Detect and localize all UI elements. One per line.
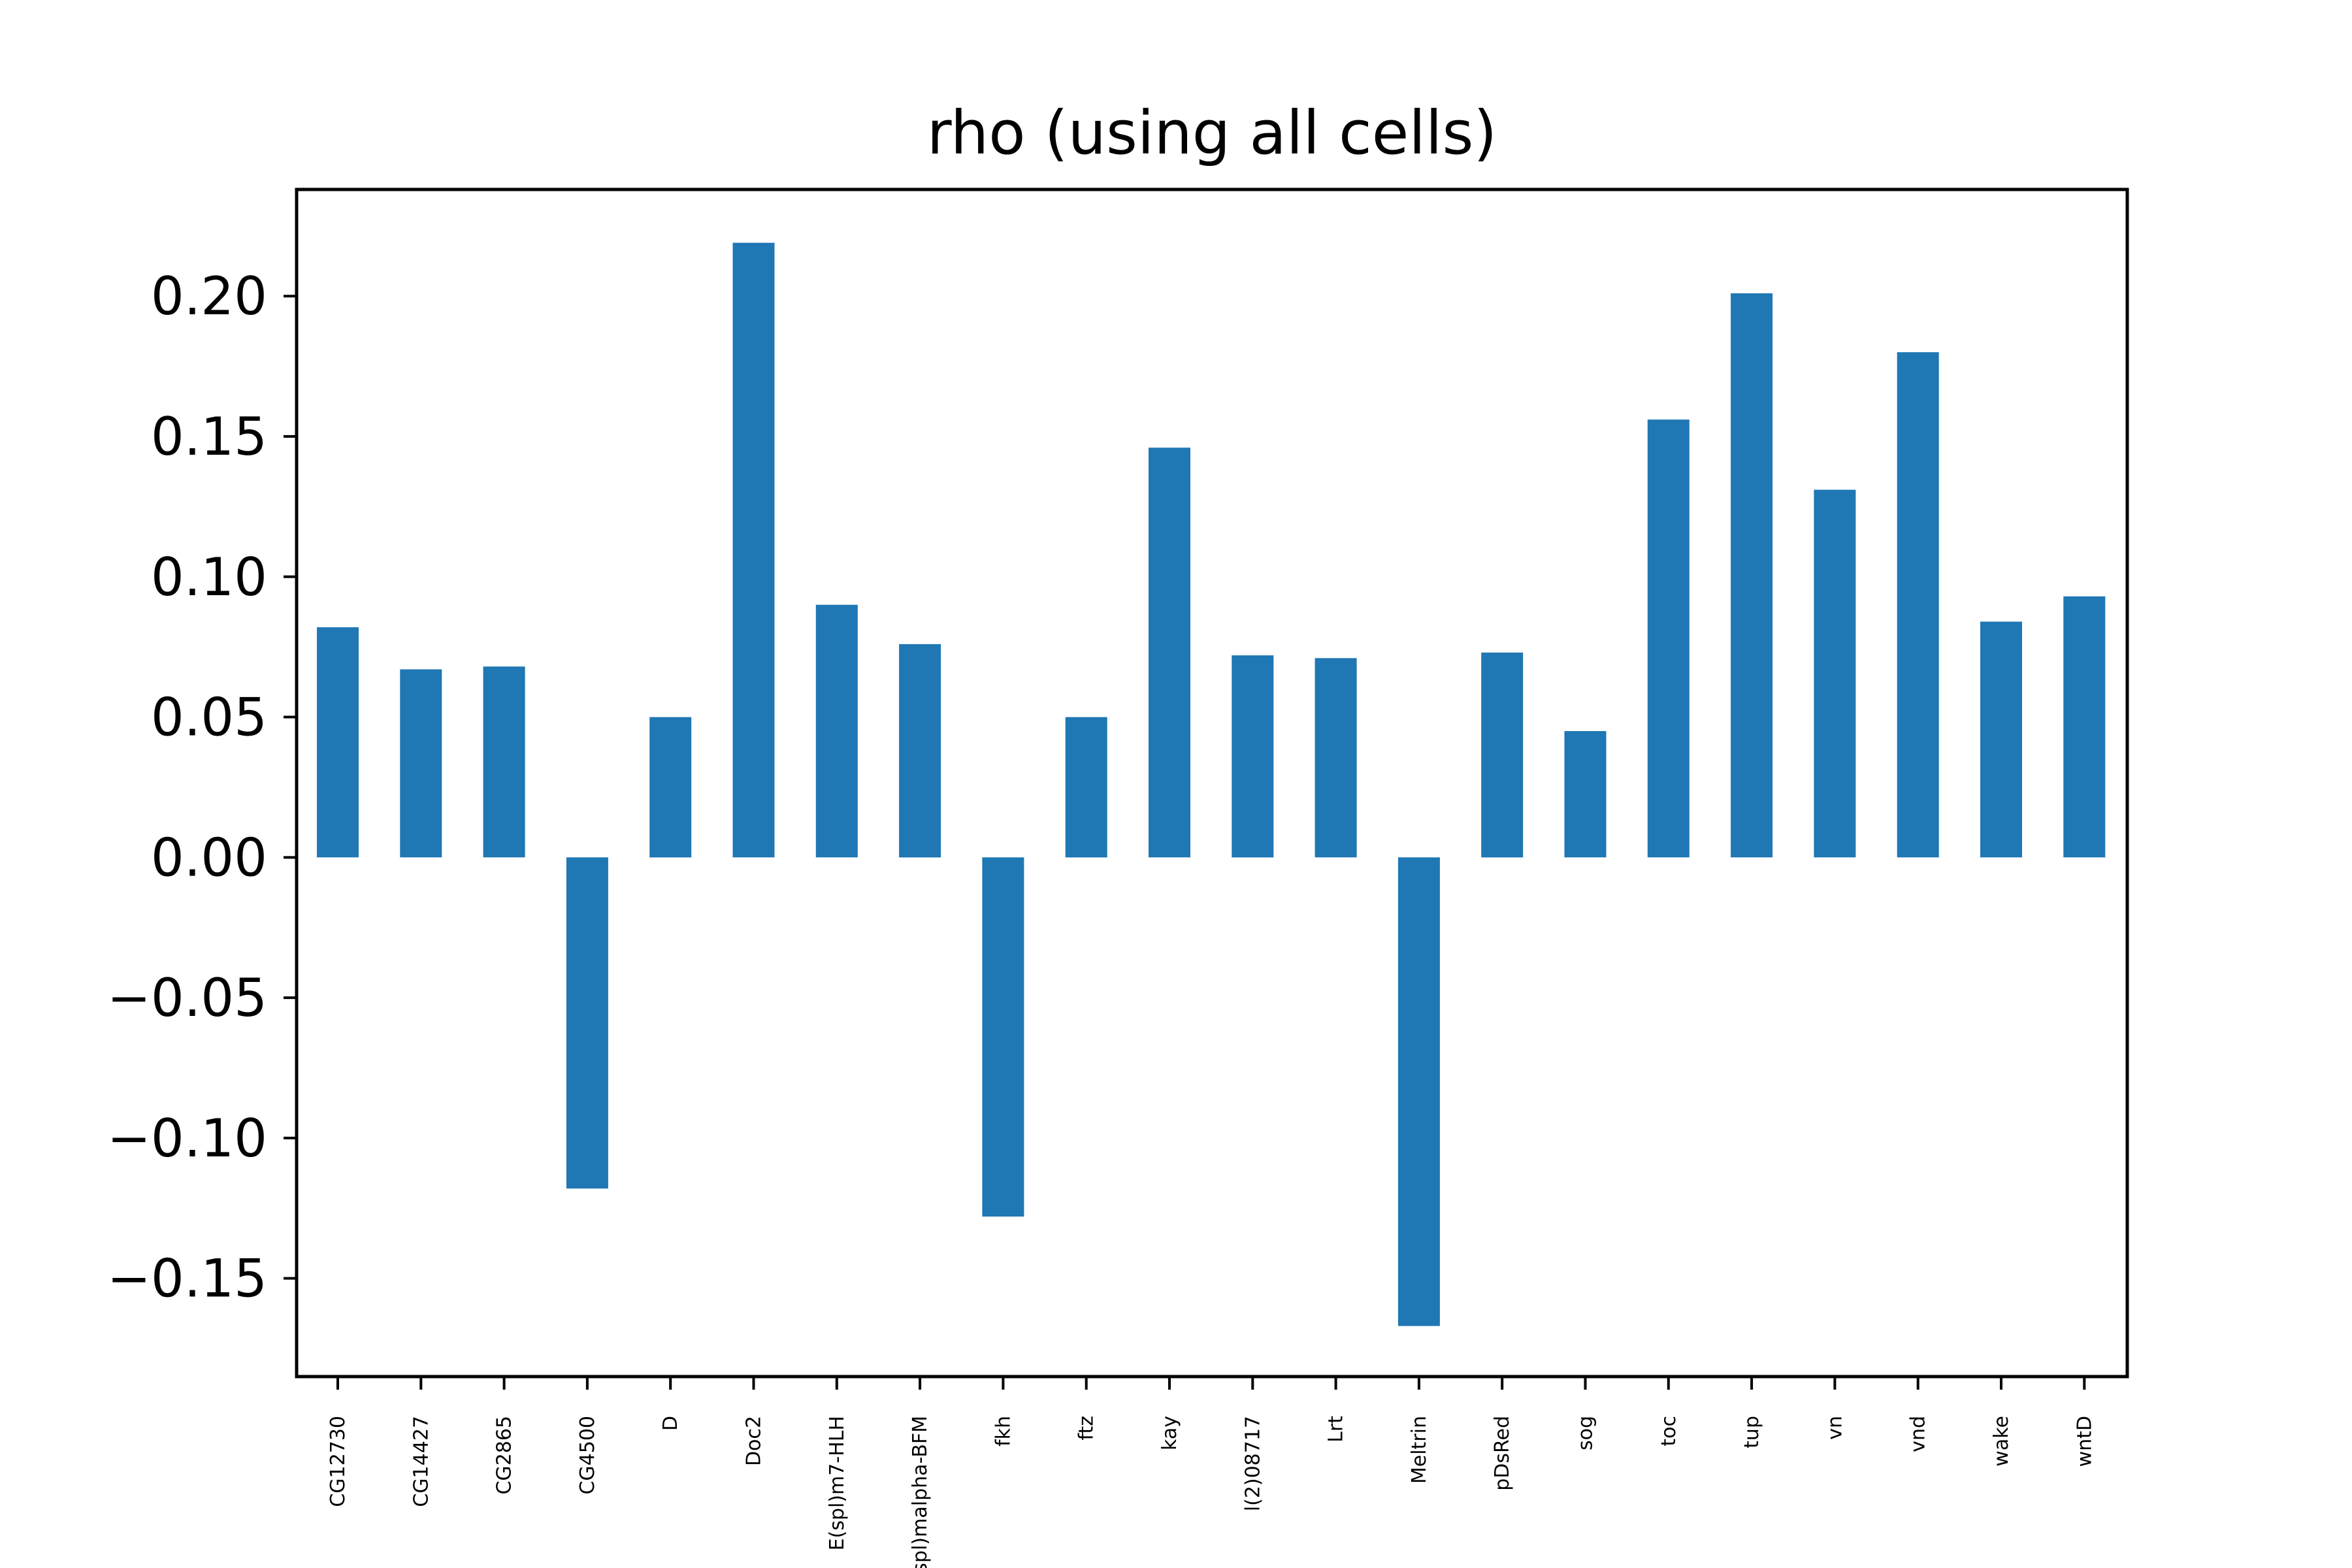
bar-8 (982, 857, 1024, 1217)
y-tick-label: −0.10 (107, 1108, 267, 1169)
y-tick-label: 0.15 (151, 406, 267, 467)
bar-6 (815, 604, 858, 858)
chart-title: rho (using all cells) (927, 98, 1497, 168)
bar-15 (1564, 731, 1607, 858)
y-tick-label: 0.05 (151, 687, 267, 748)
x-tick-label: toc (1658, 1416, 1680, 1446)
bar-10 (1149, 448, 1190, 858)
bars (317, 242, 2106, 1326)
y-axis: −0.15 −0.10 −0.05 0.00 0.05 0.10 0.15 0.20 (107, 266, 297, 1309)
y-tick-label: −0.15 (107, 1249, 267, 1309)
x-tick-label: Lrt (1325, 1416, 1348, 1443)
bar-7 (899, 644, 941, 858)
x-tick-label: E(spl)malpha-BFM (909, 1416, 932, 1568)
y-tick-label: −0.05 (107, 968, 267, 1028)
x-tick-label: CG4500 (576, 1416, 599, 1495)
x-tick-label: l(2)08717 (1241, 1416, 1264, 1511)
x-tick-label: D (659, 1416, 682, 1431)
x-axis: CG12730 CG14427 CG2865 CG4500 D Doc2 E(spl)m7-… (327, 1377, 2096, 1568)
x-tick-label: Doc2 (743, 1416, 766, 1466)
bar-2 (483, 666, 525, 858)
x-tick-label: ftz (1075, 1416, 1098, 1441)
x-tick-label: pDsRed (1491, 1416, 1514, 1491)
x-tick-label: CG12730 (327, 1416, 350, 1507)
plot-frame (295, 188, 2129, 1379)
bar-12 (1315, 658, 1357, 858)
bar-13 (1397, 857, 1440, 1326)
bar-18 (1814, 489, 1856, 858)
x-tick-label: fkh (992, 1416, 1015, 1446)
bar-20 (1980, 621, 2022, 858)
bar-21 (2063, 596, 2106, 858)
bar-9 (1065, 717, 1107, 858)
x-tick-label: CG2865 (493, 1416, 516, 1495)
bar-16 (1647, 419, 1690, 858)
bar-19 (1897, 352, 1939, 858)
x-tick-label: sog (1575, 1416, 1597, 1450)
x-tick-label: wake (1990, 1416, 2013, 1467)
x-tick-label: Meltrin (1408, 1416, 1431, 1484)
x-tick-label: CG14427 (410, 1416, 433, 1507)
bar-5 (732, 242, 775, 858)
x-tick-label: tup (1740, 1416, 1763, 1448)
x-tick-label: vnd (1907, 1416, 1930, 1452)
bar-14 (1481, 652, 1524, 858)
bar-4 (649, 717, 692, 858)
y-tick-label: 0.10 (151, 547, 267, 608)
y-tick-label: 0.00 (151, 827, 267, 888)
y-tick-label: 0.20 (151, 266, 267, 327)
bar-0 (317, 627, 359, 858)
x-tick-label: wntD (2073, 1416, 2096, 1467)
x-tick-label: E(spl)m7-HLH (826, 1416, 849, 1550)
bar-1 (400, 669, 442, 858)
bar-3 (566, 857, 608, 1189)
x-tick-label: vn (1823, 1416, 1846, 1440)
bar-17 (1731, 293, 1773, 858)
bar-11 (1232, 655, 1274, 858)
x-tick-label: kay (1158, 1416, 1181, 1450)
